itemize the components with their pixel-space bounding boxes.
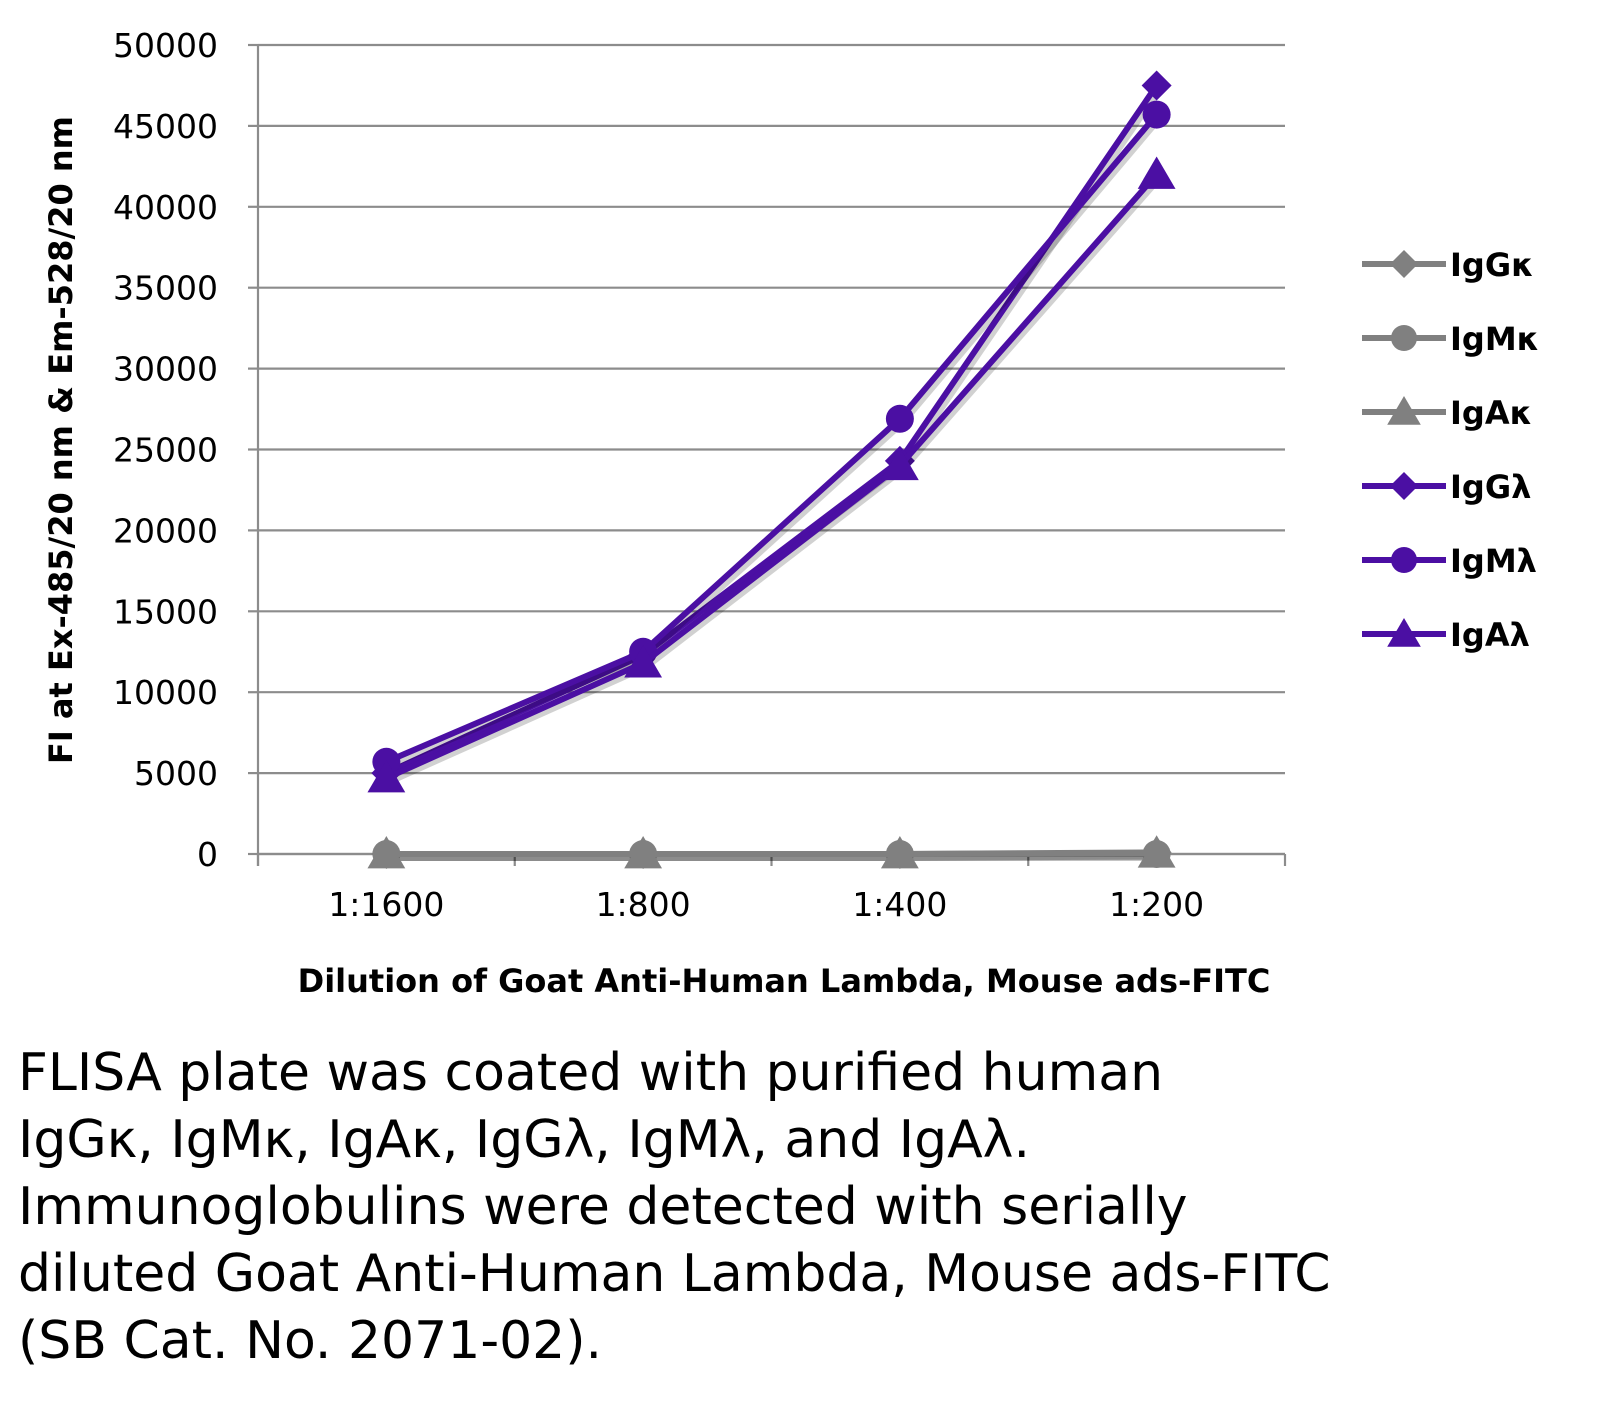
series-IgGλ — [371, 70, 1172, 789]
series-line — [383, 111, 1160, 765]
legend-label: IgGλ — [1450, 468, 1531, 506]
legend-item: IgGκ — [1362, 246, 1534, 284]
legend-label: IgGκ — [1450, 246, 1534, 284]
legend-item: IgAλ — [1362, 616, 1530, 654]
y-tick-label: 40000 — [113, 188, 218, 227]
x-tick-labels: 1:1600 1:800 1:400 1:200 — [328, 885, 1204, 924]
legend-marker — [1390, 472, 1418, 500]
caption-line: FLISA plate was coated with purified hum… — [18, 1043, 1164, 1103]
y-tick-label: 25000 — [113, 431, 218, 470]
caption-line: IgGκ, IgMκ, IgAκ, IgGλ, IgMλ, and IgAλ. — [18, 1110, 1030, 1170]
legend-marker — [1387, 618, 1421, 647]
caption-line: Immunoglobulins were detected with seria… — [18, 1177, 1188, 1237]
legend-marker — [1390, 250, 1418, 278]
data-point — [1137, 835, 1176, 868]
y-tick-label: 50000 — [113, 26, 218, 65]
x-tick-label: 1:400 — [852, 885, 947, 924]
y-tick-labels: 0 5000 10000 15000 20000 25000 30000 35000 40000… — [113, 26, 218, 874]
series-line — [383, 850, 1160, 857]
legend: IgGκ IgMκ IgAκ IgGλ IgMλ IgAλ — [1362, 246, 1539, 654]
legend-label: IgAλ — [1450, 616, 1530, 654]
data-point — [1141, 70, 1172, 101]
data-point — [367, 759, 406, 793]
series-lines — [367, 70, 1176, 869]
legend-marker — [1387, 396, 1421, 425]
series-line — [383, 171, 1160, 781]
data-point — [1142, 100, 1171, 129]
y-tick-label: 30000 — [113, 350, 218, 389]
series-shadow — [388, 87, 1163, 780]
data-point — [624, 836, 663, 869]
legend-label: IgMλ — [1450, 542, 1537, 580]
data-point — [1137, 156, 1176, 189]
series-IgAκ — [367, 835, 1176, 869]
legend-marker — [1391, 325, 1417, 351]
y-tick-label: 35000 — [113, 269, 218, 308]
x-axis-title: Dilution of Goat Anti-Human Lambda, Mous… — [298, 962, 1271, 1000]
y-tick-label: 0 — [197, 835, 218, 874]
x-tick-label: 1:200 — [1109, 885, 1204, 924]
y-tick-label: 15000 — [113, 592, 218, 631]
legend-item: IgMκ — [1362, 320, 1539, 358]
series-shadow — [388, 116, 1162, 769]
series-IgMλ — [372, 100, 1171, 776]
data-point — [885, 404, 914, 433]
series-shadow — [388, 176, 1162, 785]
y-tick-label: 20000 — [113, 511, 218, 550]
series-line — [383, 82, 1160, 777]
chart: 0 5000 10000 15000 20000 25000 30000 35000 40000… — [42, 26, 1539, 1000]
axes — [248, 43, 1287, 866]
series-IgAλ — [367, 156, 1176, 793]
data-point — [880, 836, 919, 869]
series-shadow — [389, 854, 1160, 861]
caption: FLISA plate was coated with purified hum… — [18, 1040, 1578, 1375]
data-point — [880, 447, 919, 481]
series-shadow — [389, 853, 1160, 861]
legend-item: IgMλ — [1362, 542, 1537, 580]
x-tick-label: 1:1600 — [328, 885, 444, 924]
legend-label: IgAκ — [1450, 394, 1532, 432]
data-point — [367, 836, 406, 869]
y-tick-label: 10000 — [113, 673, 218, 712]
y-axis-title: FI at Ex-485/20 nm & Em-528/20 nm — [42, 116, 80, 764]
legend-marker — [1391, 547, 1417, 573]
legend-item: IgGλ — [1362, 468, 1531, 506]
legend-item: IgAκ — [1362, 394, 1532, 432]
caption-line: (SB Cat. No. 2071-02). — [18, 1311, 603, 1371]
legend-label: IgMκ — [1450, 320, 1539, 358]
caption-line: diluted Goat Anti-Human Lambda, Mouse ad… — [18, 1244, 1331, 1304]
data-point — [624, 645, 663, 678]
gridlines — [258, 43, 1285, 856]
y-tick-label: 45000 — [113, 107, 218, 146]
x-tick-label: 1:800 — [596, 885, 691, 924]
y-tick-label: 5000 — [134, 754, 218, 793]
